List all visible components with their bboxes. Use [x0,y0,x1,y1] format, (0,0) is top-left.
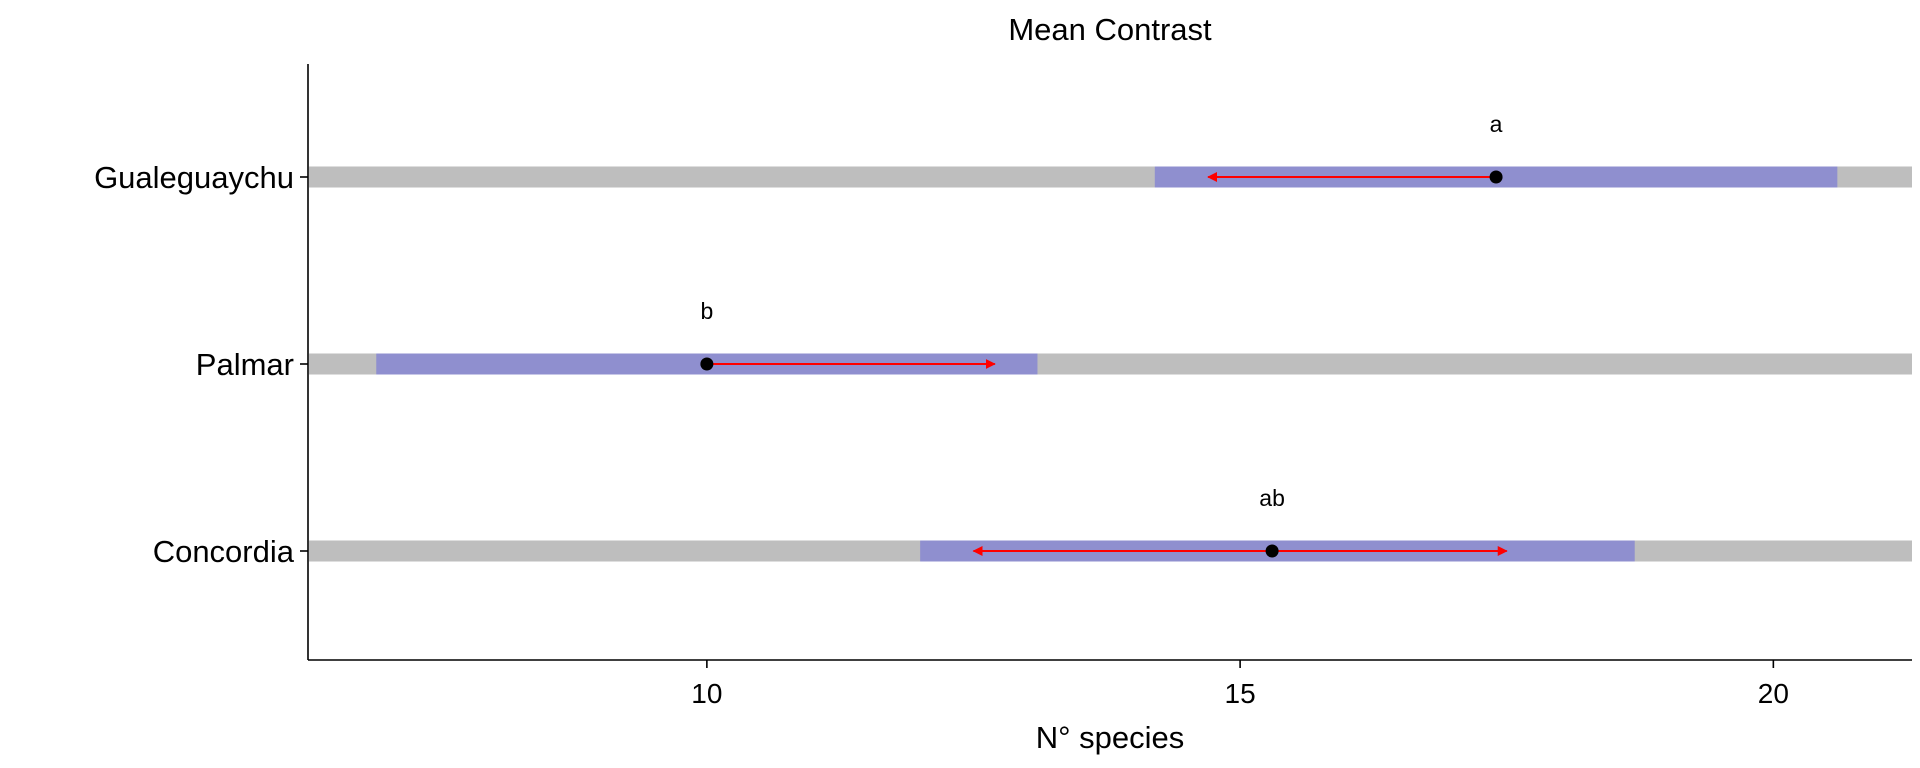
group-letter-concordia: ab [1259,485,1285,511]
group-letter-palmar: b [700,298,713,324]
y-axis-ticks: Concordia Palmar Gualeguaychu [94,160,308,569]
group-letter-gualeguaychu: a [1490,111,1503,137]
x-tick-label: 10 [691,678,722,709]
x-tick-label: 20 [1758,678,1789,709]
x-tick-label: 15 [1225,678,1256,709]
y-tick-label-palmar: Palmar [196,347,294,382]
chart-title: Mean Contrast [1008,12,1212,47]
mean-point-concordia [1265,544,1279,558]
mean-point-gualeguaychu [1489,170,1503,184]
x-axis-title: N° species [1036,720,1185,755]
y-tick-label-gualeguaychu: Gualeguaychu [94,160,294,195]
mean-point-palmar [700,357,714,371]
x-axis-ticks: 10 15 20 [691,660,1789,709]
y-tick-label-concordia: Concordia [153,534,295,569]
